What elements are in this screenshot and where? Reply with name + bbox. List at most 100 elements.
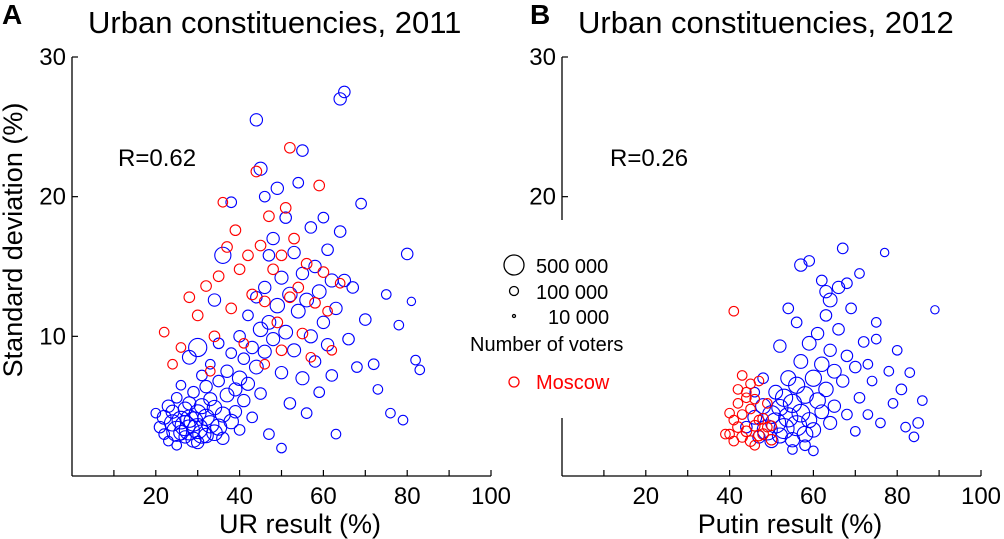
constituency-point [815, 274, 828, 287]
constituency-point [826, 363, 842, 379]
moscow-point [736, 370, 748, 381]
constituency-point [930, 305, 940, 315]
moscow-point [749, 439, 761, 451]
moscow-point [275, 344, 288, 357]
constituency-point [270, 181, 285, 195]
legend-size-large-marker [503, 254, 525, 276]
moscow-point [322, 305, 333, 317]
constituency-point [904, 367, 916, 378]
moscow-point [238, 337, 250, 349]
constituency-point [799, 439, 811, 452]
legend-moscow-marker [508, 376, 520, 388]
constituency-point [295, 371, 310, 386]
constituency-point [406, 296, 417, 307]
constituency-point [857, 336, 870, 348]
constituency-point [393, 319, 405, 331]
constituency-point [790, 316, 803, 329]
constituency-point [308, 355, 322, 368]
constituency-point [778, 407, 799, 428]
panel-b-xtick-label: 60 [800, 483, 827, 510]
constituency-point [198, 427, 214, 444]
constituency-point [414, 364, 426, 376]
constituency-point [749, 386, 761, 398]
moscow-point [753, 414, 765, 426]
constituency-point [879, 247, 890, 258]
constituency-point [908, 431, 920, 443]
constituency-point [254, 387, 267, 400]
panel-b-xtick-label: 40 [716, 483, 743, 510]
moscow-point [740, 425, 753, 438]
constituency-point [801, 412, 818, 429]
constituency-point [296, 144, 309, 157]
moscow-point [158, 326, 170, 338]
moscow-point [309, 296, 321, 309]
panel-a-ticks: 20 40 60 80 100 10 20 30 [39, 44, 511, 510]
constituency-point [380, 289, 392, 300]
constituency-point [258, 280, 272, 295]
constituency-point [292, 176, 305, 189]
legend-size-small-label: 10 000 [548, 307, 609, 329]
constituency-point [187, 385, 200, 399]
constituency-point [245, 340, 259, 355]
moscow-point [233, 263, 246, 276]
constituency-point [351, 361, 363, 373]
constituency-point [304, 221, 318, 234]
constituency-point [201, 415, 220, 434]
panel-a-xtick-label: 40 [226, 483, 253, 510]
moscow-point [263, 210, 275, 223]
constituency-point [887, 398, 899, 409]
moscow-point [204, 365, 216, 377]
constituency-point [803, 255, 816, 267]
constituency-point [805, 422, 822, 438]
constituency-point [263, 428, 275, 440]
constituency-point [316, 315, 331, 330]
constituency-point [333, 92, 347, 106]
moscow-point [313, 179, 326, 192]
moscow-point [208, 330, 221, 343]
constituency-point [836, 242, 849, 255]
constituency-point [866, 375, 878, 387]
constituency-point [313, 386, 326, 399]
constituency-point [325, 369, 339, 382]
moscow-point [225, 302, 238, 315]
panel-b-ytick-label: 20 [529, 184, 556, 211]
constituency-point [237, 352, 251, 365]
panel-b-xtick-label: 20 [632, 483, 659, 510]
moscow-point [212, 270, 225, 283]
constituency-point [823, 343, 837, 357]
constituency-point [912, 417, 924, 429]
constituency-point [274, 365, 289, 380]
moscow-point [305, 351, 317, 363]
moscow-point [258, 295, 271, 308]
constituency-point [823, 415, 838, 430]
constituency-point [181, 349, 197, 365]
constituency-point [771, 427, 788, 444]
panel-a-ylabel: Standard deviation (%) [0, 103, 28, 378]
moscow-point [167, 358, 178, 370]
panel-b-ytick-label: 30 [529, 44, 556, 71]
constituency-point [188, 404, 207, 423]
legend-sizes-title: Number of voters [470, 334, 623, 356]
panel-b-title: Urban constituencies, 2012 [578, 5, 954, 40]
moscow-point [728, 305, 740, 317]
constituency-point [870, 333, 882, 345]
moscow-point [284, 291, 296, 304]
constituency-point [917, 395, 928, 406]
constituency-point [819, 284, 833, 299]
constituency-point [814, 404, 830, 420]
panel-a-ytick-label: 10 [39, 323, 66, 350]
constituency-point [220, 364, 234, 378]
constituency-point [875, 417, 886, 429]
legend-size-large-label: 500 000 [536, 256, 608, 278]
constituency-point [228, 382, 243, 397]
constituency-point [801, 335, 817, 351]
moscow-point [279, 201, 292, 214]
constituency-point [320, 338, 335, 352]
constituency-point [261, 314, 277, 330]
constituency-point [300, 407, 313, 419]
moscow-point [259, 358, 271, 370]
panel-a-xtick-label: 60 [310, 483, 337, 510]
constituency-point [862, 358, 874, 370]
constituency-point [849, 360, 862, 374]
